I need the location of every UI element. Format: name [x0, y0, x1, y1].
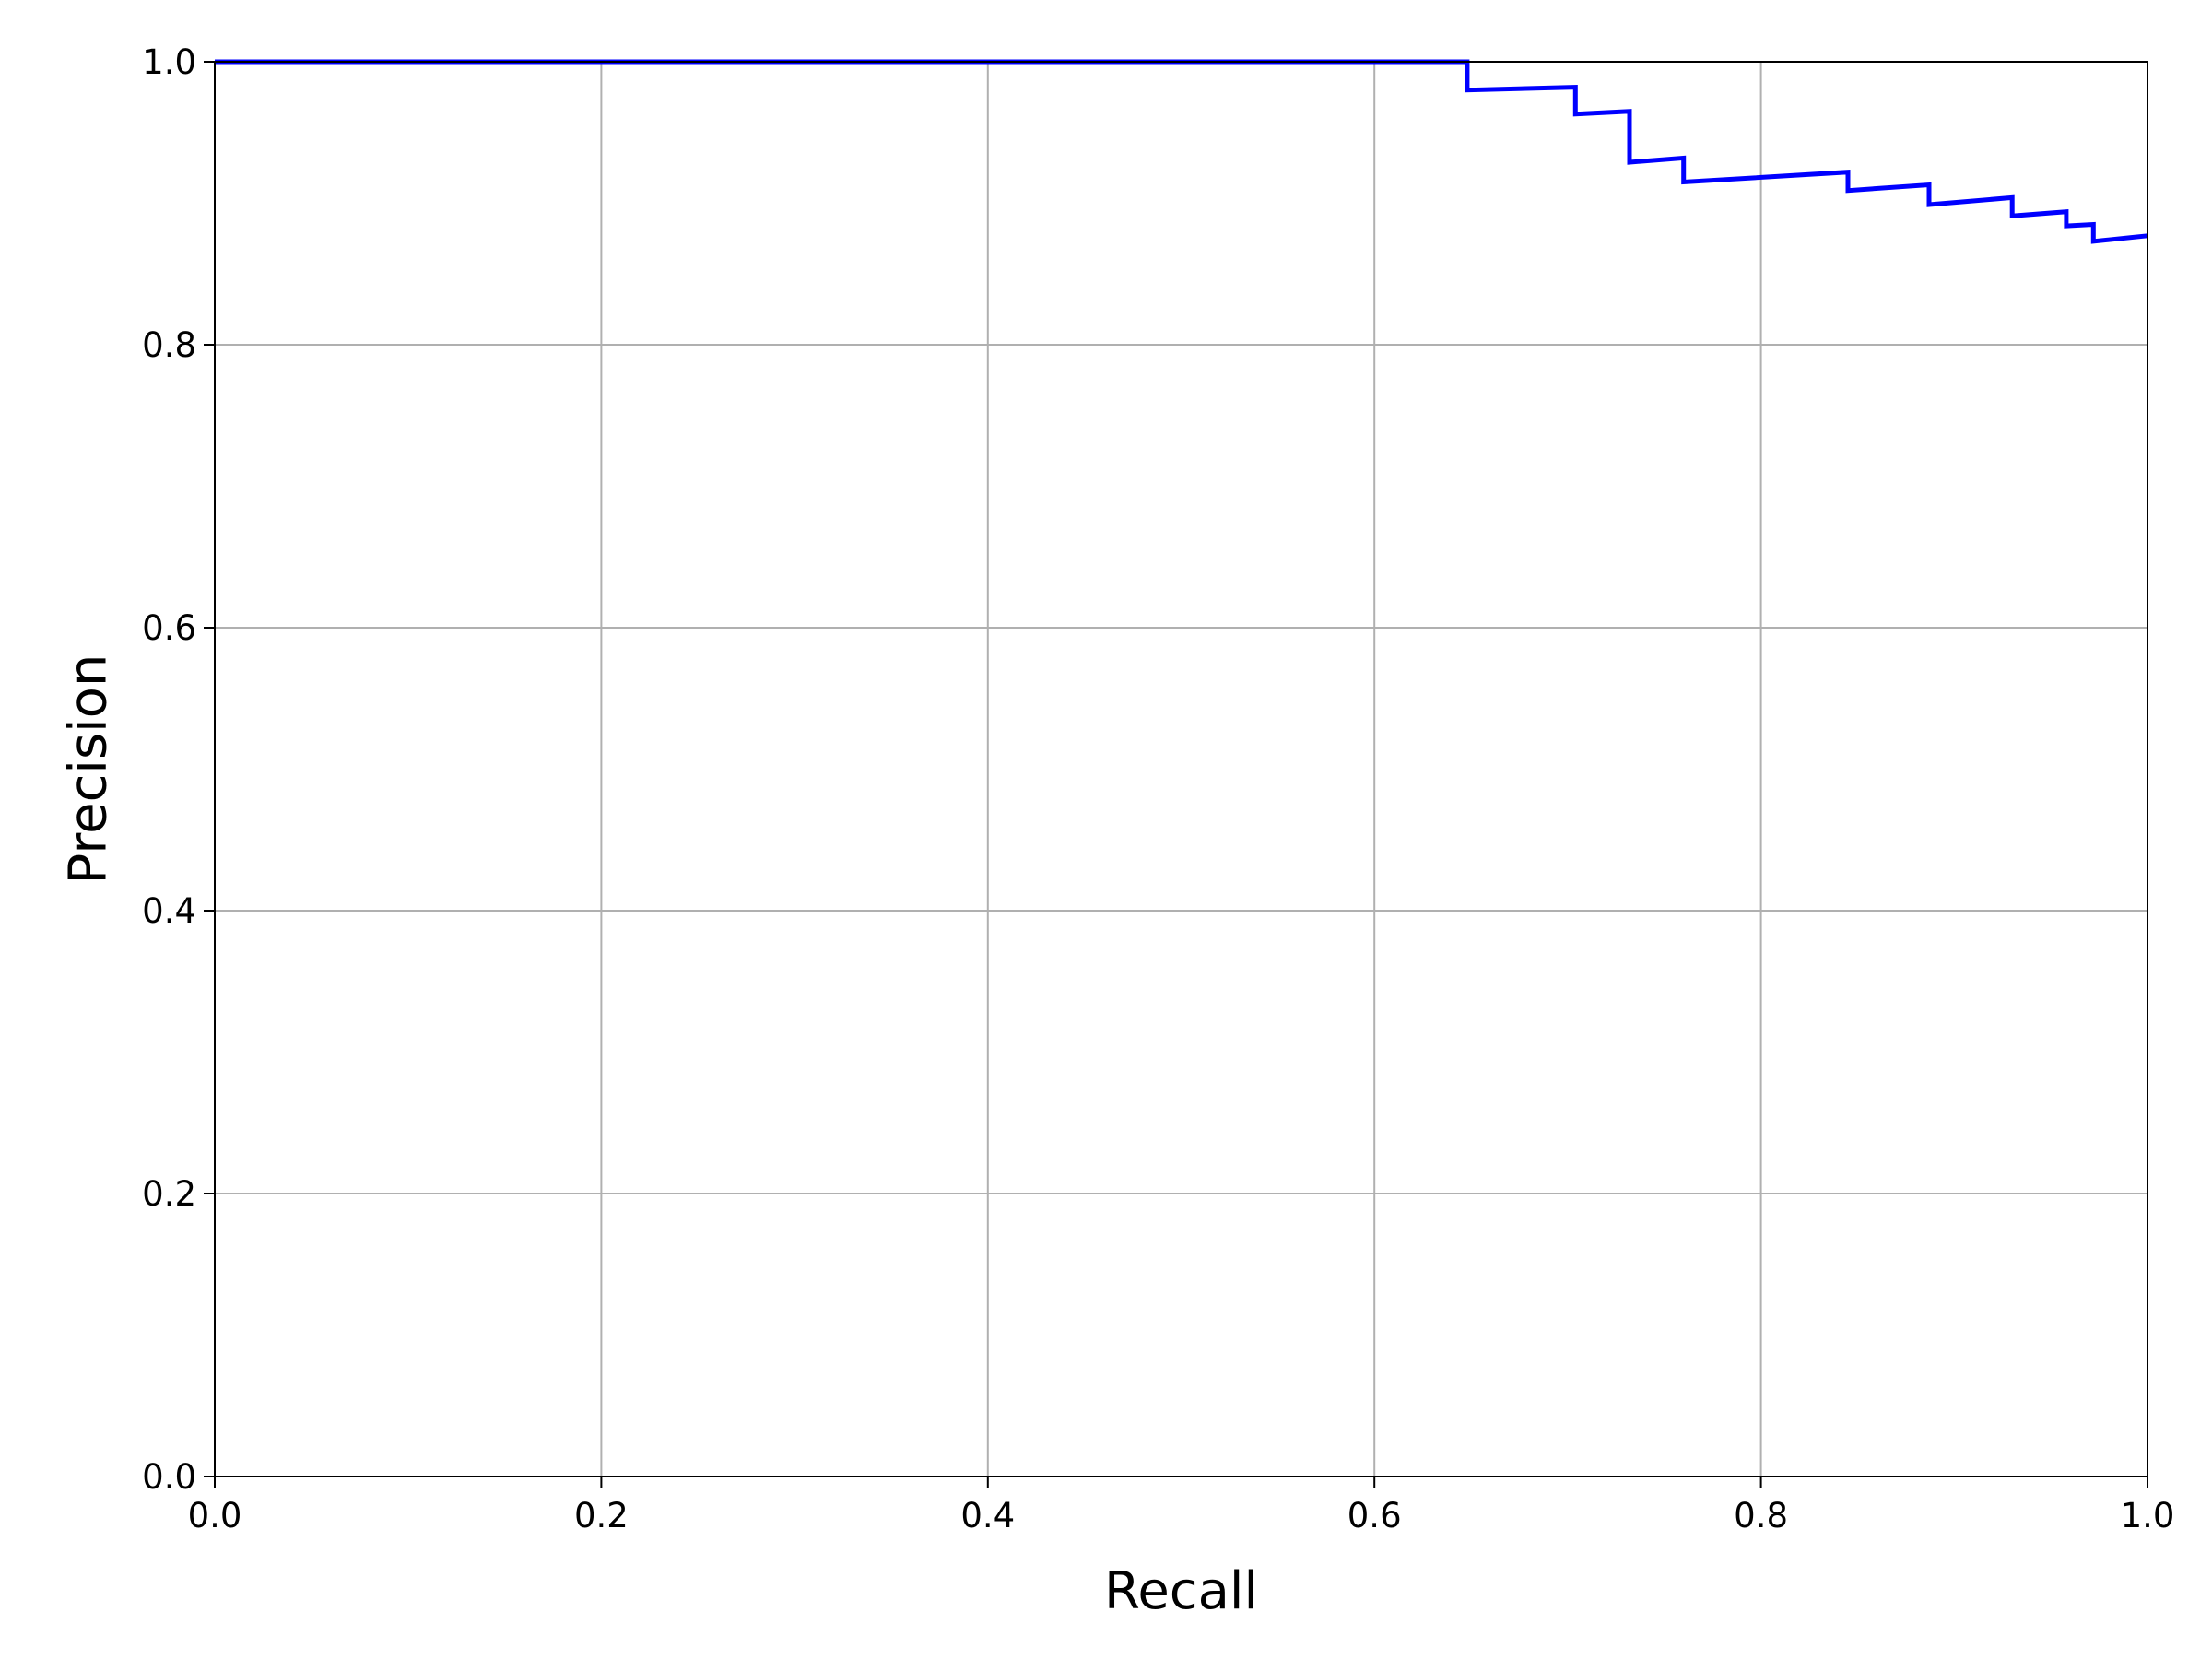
series-layer: [215, 59, 2148, 244]
y-axis-label: Precision: [59, 654, 119, 885]
plot-frame: [214, 61, 2148, 1477]
y-tick-label: 0.6: [142, 608, 196, 648]
x-tick-label: 0.8: [1734, 1496, 1788, 1535]
ticks: 0.0 0.2 0.4 0.6 0.8 1.0 0.0 0.2 0.4 0.6 0.8 1.0: [142, 42, 2174, 1535]
x-tick-label: 0.4: [960, 1496, 1015, 1535]
pr-curve-line: [215, 59, 2148, 244]
x-tick-label: 0.2: [574, 1496, 629, 1535]
y-tick-label: 0.8: [142, 325, 196, 365]
x-axis-label: Recall: [1104, 1561, 1258, 1621]
y-tick-label: 0.2: [142, 1174, 196, 1214]
grid: [214, 61, 2148, 1477]
x-tick-label: 1.0: [2121, 1496, 2175, 1535]
x-tick-label: 0.6: [1347, 1496, 1402, 1535]
y-tick-label: 0.4: [142, 891, 196, 931]
y-tick-label: 1.0: [142, 42, 196, 82]
x-tick-label: 0.0: [188, 1496, 242, 1535]
y-tick-label: 0.0: [142, 1457, 196, 1497]
